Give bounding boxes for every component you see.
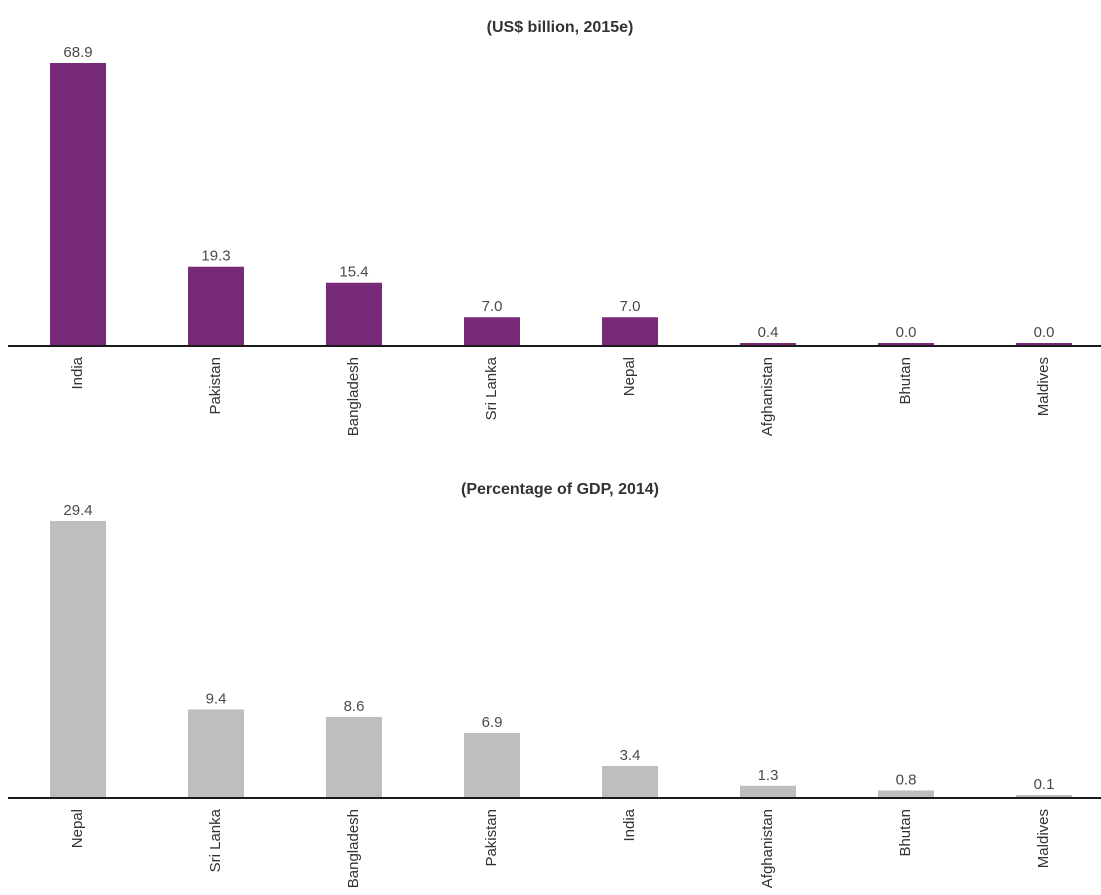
- x-tick-label: Bhutan: [897, 809, 914, 857]
- bar-nepal: [602, 317, 658, 346]
- chart-remittance-gdp: (Percentage of GDP, 2014) 29.4 Nepal 9.4 Sr…: [8, 481, 1101, 888]
- data-label: 0.0: [1034, 324, 1055, 341]
- data-label: 7.0: [482, 298, 503, 315]
- bar-pakistan: [188, 266, 244, 346]
- data-label: 15.4: [339, 264, 368, 281]
- x-tick-label: Nepal: [69, 809, 86, 848]
- x-tick-label: Maldives: [1035, 357, 1052, 416]
- x-tick-label: India: [621, 808, 638, 841]
- x-tick-label: Afghanistan: [759, 357, 776, 436]
- bar-sri-lanka: [188, 709, 244, 798]
- chart-title: (US$ billion, 2015e): [487, 19, 634, 36]
- data-label: 0.8: [896, 771, 917, 788]
- bar-bhutan: [878, 790, 934, 798]
- bar-pakistan: [464, 732, 520, 798]
- x-tick-label: Bhutan: [897, 357, 914, 405]
- bar-maldives: [1016, 795, 1072, 798]
- data-label: 7.0: [620, 298, 641, 315]
- data-label: 68.9: [63, 44, 92, 61]
- x-tick-label: Sri Lanka: [207, 808, 224, 872]
- data-label: 0.0: [896, 324, 917, 341]
- chart-remittance-usd: (US$ billion, 2015e) 68.9 India 19.3 Pakist…: [8, 19, 1101, 436]
- bar-afghanistan: [740, 785, 796, 798]
- x-tick-label: Nepal: [621, 357, 638, 396]
- x-tick-label: Pakistan: [207, 357, 224, 415]
- data-label: 6.9: [482, 714, 503, 731]
- data-label: 0.4: [758, 324, 779, 341]
- x-tick-label: Afghanistan: [759, 809, 776, 888]
- x-tick-label: Bangladesh: [345, 809, 362, 888]
- bar-sri-lanka: [464, 317, 520, 346]
- bar-maldives: [1016, 343, 1072, 346]
- data-label: 1.3: [758, 767, 779, 784]
- bar-nepal: [50, 521, 106, 798]
- x-tick-label: Bangladesh: [345, 357, 362, 436]
- data-label: 29.4: [63, 502, 92, 519]
- chart-title: (Percentage of GDP, 2014): [461, 481, 659, 498]
- bar-bangladesh: [326, 282, 382, 346]
- x-tick-label: Maldives: [1035, 809, 1052, 868]
- bar-afghanistan: [740, 343, 796, 346]
- bar-india: [602, 765, 658, 798]
- bar-bhutan: [878, 343, 934, 346]
- x-tick-label: Sri Lanka: [483, 356, 500, 420]
- data-label: 19.3: [201, 248, 230, 265]
- data-label: 9.4: [206, 690, 227, 707]
- data-label: 3.4: [620, 747, 641, 764]
- bar-india: [50, 63, 106, 346]
- x-tick-label: Pakistan: [483, 809, 500, 867]
- x-tick-label: India: [69, 356, 86, 389]
- data-label: 8.6: [344, 698, 365, 715]
- data-label: 0.1: [1034, 776, 1055, 793]
- bar-bangladesh: [326, 716, 382, 798]
